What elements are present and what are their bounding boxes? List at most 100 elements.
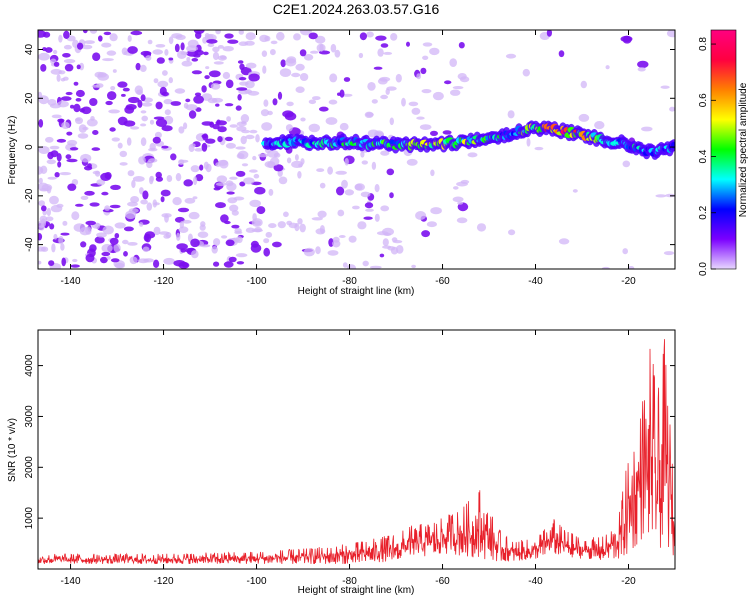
- noise-blob: [411, 107, 421, 115]
- noise-blob: [38, 233, 43, 241]
- noise-blob: [637, 60, 649, 69]
- noise-blob: [141, 115, 148, 122]
- noise-blob: [380, 205, 390, 212]
- noise-blob: [247, 90, 260, 96]
- noise-blob: [163, 234, 171, 239]
- noise-blob: [207, 43, 215, 48]
- x-tick-label: -140: [61, 576, 81, 587]
- noise-blob: [65, 91, 73, 96]
- snr-frame: [37, 329, 676, 570]
- noise-blob: [47, 151, 54, 160]
- noise-blob: [308, 32, 318, 40]
- noise-blob: [329, 73, 338, 83]
- noise-blob: [234, 230, 243, 235]
- x-tick-label: -120: [154, 576, 174, 587]
- noise-blob: [201, 85, 207, 93]
- spectrogram-xlabel: Height of straight line (km): [298, 286, 415, 297]
- noise-blob: [449, 58, 458, 67]
- y-tick-label: 3000: [24, 405, 35, 428]
- noise-blob: [38, 177, 43, 184]
- noise-blob: [155, 44, 166, 48]
- noise-blob: [91, 84, 101, 88]
- noise-blob: [285, 58, 297, 67]
- noise-blob: [170, 153, 177, 161]
- noise-blob: [279, 68, 292, 77]
- noise-blob: [594, 121, 605, 130]
- noise-blob: [79, 227, 91, 236]
- noise-blob: [362, 260, 369, 267]
- noise-blob: [102, 225, 114, 235]
- noise-blob: [213, 261, 220, 267]
- noise-blob: [100, 256, 108, 264]
- y-tick-label: 4000: [24, 354, 35, 377]
- noise-blob: [142, 246, 150, 253]
- colorbar-tick-label: 0.4: [698, 149, 709, 163]
- noise-blob: [75, 98, 82, 102]
- noise-blob: [343, 77, 351, 82]
- noise-blob: [205, 66, 210, 70]
- noise-blob: [126, 137, 132, 146]
- noise-blob: [172, 197, 182, 206]
- noise-blob: [637, 67, 646, 72]
- noise-blob: [38, 260, 42, 265]
- noise-blob: [132, 176, 145, 182]
- noise-blob: [526, 138, 531, 147]
- noise-blob: [142, 190, 149, 200]
- noise-blob: [109, 127, 116, 132]
- noise-blob: [125, 104, 137, 110]
- noise-blob: [238, 41, 249, 46]
- noise-blob: [260, 109, 270, 117]
- noise-blob: [421, 89, 432, 94]
- noise-blob: [245, 80, 255, 89]
- noise-blob: [168, 77, 173, 84]
- noise-blob: [63, 59, 76, 64]
- noise-blob: [200, 221, 206, 227]
- noise-blob: [270, 157, 280, 166]
- noise-blob: [49, 223, 55, 230]
- noise-blob: [421, 230, 430, 238]
- noise-blob: [176, 232, 181, 241]
- noise-blob: [60, 96, 72, 101]
- noise-blob: [101, 42, 112, 48]
- noise-blob: [114, 222, 126, 229]
- noise-blob: [339, 122, 349, 131]
- noise-blob: [377, 48, 384, 57]
- noise-blob: [311, 217, 323, 221]
- noise-blob: [111, 137, 121, 142]
- noise-blob: [245, 32, 256, 41]
- noise-blob: [45, 136, 54, 143]
- colorbar-label: Normalized spectral amplitude: [738, 82, 749, 217]
- noise-blob: [141, 102, 153, 107]
- noise-blob: [75, 203, 84, 207]
- noise-blob: [73, 81, 79, 86]
- noise-blob: [224, 33, 234, 39]
- x-tick-label: -100: [247, 276, 267, 287]
- noise-blob: [149, 142, 156, 151]
- snr-panel: -140 -120 -100 -80 -60 -40 -20 1000 2000 3000 400…: [7, 329, 676, 596]
- noise-blob: [204, 33, 210, 38]
- noise-blob: [220, 214, 229, 223]
- noise-blob: [79, 108, 85, 113]
- noise-blob: [300, 117, 306, 122]
- noise-blob: [40, 64, 47, 72]
- noise-blob: [140, 123, 147, 127]
- noise-blob: [272, 241, 282, 248]
- noise-blob: [386, 168, 395, 176]
- noise-blob: [328, 99, 338, 105]
- noise-blob: [164, 213, 169, 223]
- noise-blob: [47, 176, 57, 180]
- noise-blob: [310, 50, 319, 54]
- noise-blob: [154, 131, 162, 139]
- noise-blob: [300, 30, 312, 36]
- noise-blob: [201, 142, 208, 152]
- noise-blob: [85, 253, 95, 263]
- noise-blob: [382, 238, 389, 247]
- noise-blob: [354, 183, 363, 191]
- noise-blob: [236, 87, 248, 91]
- noise-blob: [56, 74, 61, 82]
- noise-blob: [42, 47, 47, 52]
- noise-blob: [361, 160, 368, 165]
- noise-blob: [56, 203, 64, 208]
- noise-blob: [430, 169, 435, 177]
- noise-blob: [344, 189, 354, 196]
